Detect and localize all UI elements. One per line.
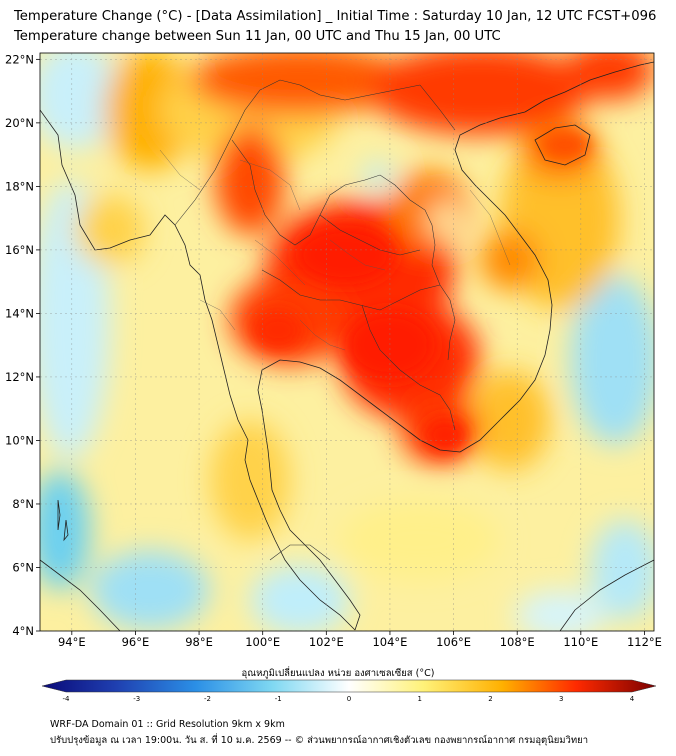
colorbar-tick-label: 0	[347, 695, 351, 703]
colorbar-tick-label: -2	[204, 695, 211, 703]
lat-tick-label: 10°N	[5, 433, 34, 447]
colorbar-tick-label: -3	[133, 695, 140, 703]
lon-tick-label: 94°E	[58, 635, 86, 649]
model-info: WRF-DA Domain 01 :: Grid Resolution 9km …	[50, 719, 285, 730]
lon-tick-label: 100°E	[245, 635, 280, 649]
colorbar-tick-label: 4	[630, 695, 635, 703]
lon-tick-label: 96°E	[122, 635, 150, 649]
lon-tick-label: 108°E	[500, 635, 535, 649]
country-borders	[174, 79, 456, 561]
map-frame	[39, 52, 655, 632]
lat-tick-label: 4°N	[12, 624, 34, 638]
lon-tick-label: 106°E	[436, 635, 471, 649]
lat-tick-label: 6°N	[12, 560, 34, 574]
lat-tick-label: 12°N	[5, 370, 34, 384]
graticule	[40, 53, 654, 631]
map-subtitle: Temperature change between Sun 11 Jan, 0…	[14, 29, 501, 44]
credit-line: ปรับปรุงข้อมูล ณ เวลา 19:00น. วัน ส. ที่…	[50, 735, 589, 746]
colorbar-tick-label: 3	[559, 695, 563, 703]
colorbar-tick-label: -4	[63, 695, 71, 703]
lon-tick-label: 102°E	[309, 635, 344, 649]
map-title: Temperature Change (°C) - [Data Assimila…	[14, 9, 657, 24]
lat-tick-label: 22°N	[5, 52, 34, 66]
coastlines	[40, 61, 654, 631]
lon-tick-label: 104°E	[372, 635, 407, 649]
colorbar-tick-label: 1	[418, 695, 422, 703]
colorbar-tick-label: -1	[275, 695, 282, 703]
lon-tick-label: 110°E	[563, 635, 598, 649]
lat-tick-label: 8°N	[12, 497, 34, 511]
lon-tick-label: 112°E	[627, 635, 662, 649]
colorbar: -4 -3 -2 -1 0 1 2 3 4	[41, 679, 657, 703]
lat-tick-label: 18°N	[5, 179, 34, 193]
lat-tick-label: 16°N	[5, 243, 34, 257]
axis-ticks: 94°E 96°E 98°E 100°E 102°E 104°E 106°E 108°E 110…	[5, 52, 662, 649]
lat-tick-label: 14°N	[5, 306, 34, 320]
lon-tick-label: 98°E	[185, 635, 213, 649]
colorbar-tick-label: 2	[488, 695, 492, 703]
lat-tick-label: 20°N	[5, 116, 34, 130]
temperature-field	[40, 53, 654, 631]
colorbar-label: อุณหภูมิเปลี่ยนแปลง หน่วย องศาเซลเซียส (…	[241, 668, 435, 679]
